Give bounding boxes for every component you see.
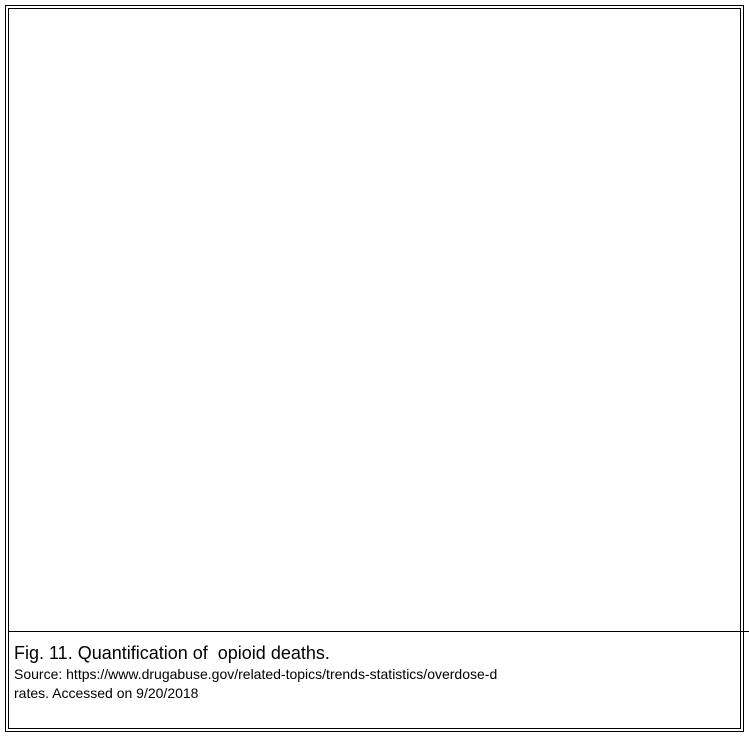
caption: Fig. 11. Quantification of opioid deaths… <box>14 641 745 703</box>
frame-inner <box>8 8 741 729</box>
caption-source: Source: https://www.drugabuse.gov/relate… <box>14 666 498 682</box>
frame-outer <box>5 5 744 732</box>
caption-title: Fig. 11. Quantification of opioid deaths… <box>14 643 330 663</box>
caption-accessed: rates. Accessed on 9/20/2018 <box>14 685 199 701</box>
divider <box>8 631 749 632</box>
